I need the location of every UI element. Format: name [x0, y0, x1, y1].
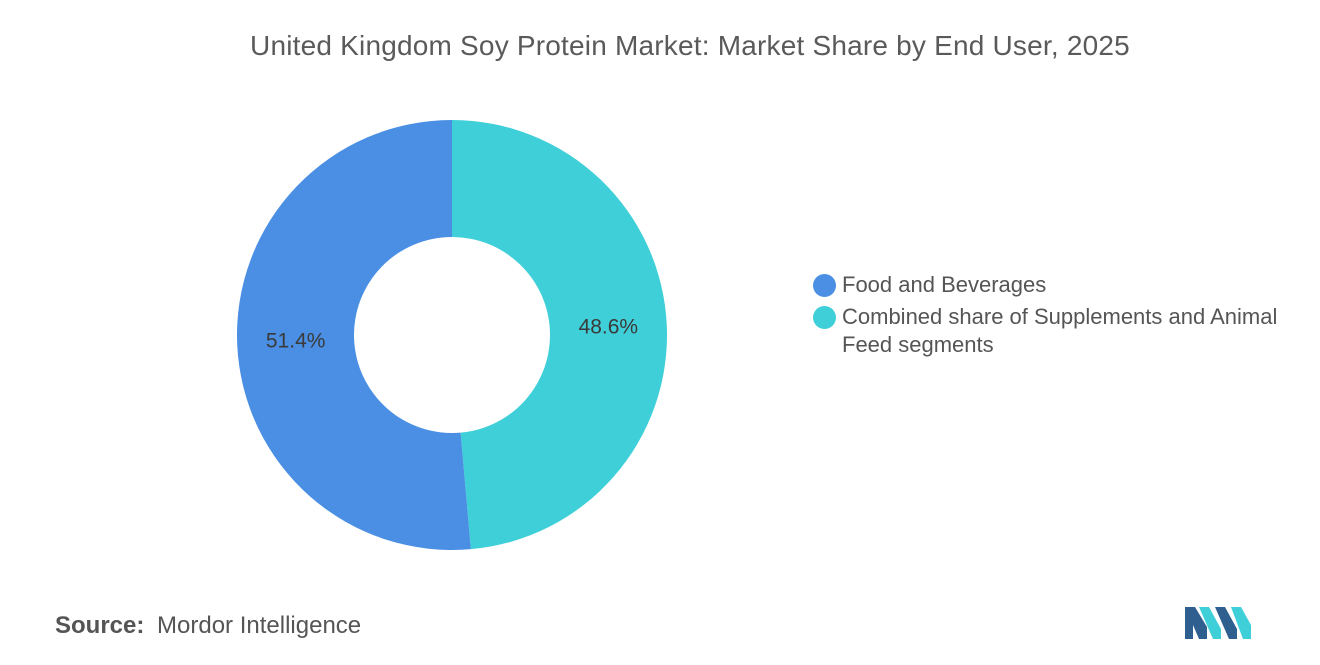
source-text: Mordor Intelligence: [157, 612, 362, 639]
chart-title: United Kingdom Soy Protein Market: Marke…: [250, 30, 1130, 61]
mordor-intelligence-logo-icon: [1185, 607, 1251, 639]
legend-item-2: Combined share of Supplements and Animal…: [813, 303, 1313, 359]
source-prefix: Source:: [55, 612, 145, 639]
donut-slice-2: [452, 120, 668, 550]
legend-item-1: Food and Beverages: [813, 271, 1313, 299]
legend-swatch-2: [813, 306, 836, 329]
legend-label-1: Food and Beverages: [842, 272, 1047, 297]
legend-swatch-1: [813, 274, 836, 297]
source-line: Source: Mordor Intelligence: [55, 612, 361, 640]
chart-legend: Food and Beverages Combined share of Supp…: [813, 271, 1313, 363]
slice-value-label-2: 48.6%: [579, 316, 639, 339]
legend-label-2: Combined share of Supplements and Animal…: [842, 304, 1278, 357]
donut-slice-1: [237, 120, 471, 550]
slice-value-label-1: 51.4%: [266, 329, 326, 352]
